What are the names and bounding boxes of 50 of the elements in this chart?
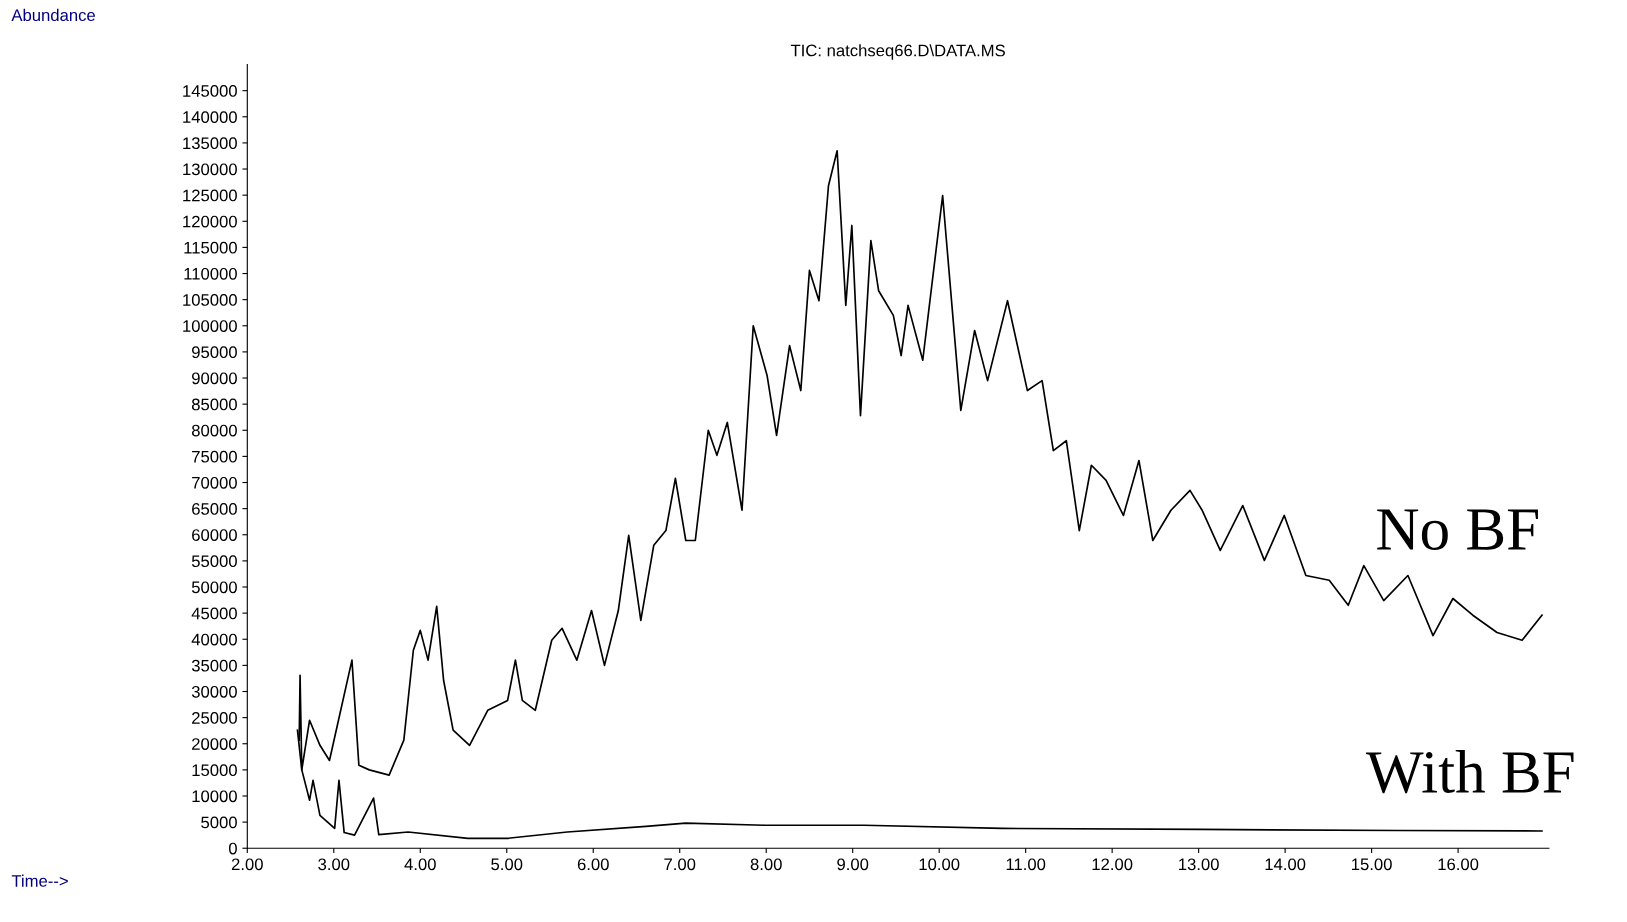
x-tick-label: 5.00 xyxy=(491,858,523,871)
series-label: With BF xyxy=(1365,750,1574,794)
x-tick-label: 7.00 xyxy=(664,858,696,871)
x-tick-label: 3.00 xyxy=(318,858,350,871)
y-tick-label: 110000 xyxy=(184,267,237,280)
y-tick-label: 90000 xyxy=(192,372,237,385)
y-tick-label: 5000 xyxy=(201,816,237,829)
y-tick-label: 10000 xyxy=(192,790,237,803)
y-tick-label: 60000 xyxy=(192,529,237,541)
text: Time--> xyxy=(11,874,68,887)
y-tick-label: 0 xyxy=(228,842,237,855)
x-tick-label: 16.00 xyxy=(1438,858,1479,871)
y-tick-label: 75000 xyxy=(192,450,237,463)
x-tick-label: 8.00 xyxy=(750,858,782,871)
y-tick-label: 115000 xyxy=(184,241,237,254)
y-tick-label: 50000 xyxy=(191,581,237,594)
y-tick-label: 95000 xyxy=(192,346,237,359)
y-tick-label: 55000 xyxy=(191,555,237,568)
y-tick-label: 80000 xyxy=(191,424,237,437)
y-tick-label: 30000 xyxy=(191,685,237,698)
x-tick-label: 10.00 xyxy=(919,858,960,871)
x-tick-label: 12.00 xyxy=(1092,858,1133,871)
y-tick-label: 45000 xyxy=(191,607,237,620)
text: Abundance xyxy=(11,8,95,22)
x-tick-label: 13.00 xyxy=(1179,858,1219,871)
y-tick-label: 35000 xyxy=(191,659,237,672)
y-tick-label: 20000 xyxy=(192,738,237,750)
x-tick-label: 4.00 xyxy=(404,858,436,871)
x-tick-label: 6.00 xyxy=(577,858,609,871)
y-tick-label: 120000 xyxy=(183,215,237,228)
chart-title: TIC: natchseq66.D\DATA.MS xyxy=(790,44,1005,60)
y-tick-label: 40000 xyxy=(191,633,237,646)
y-tick-label: 15000 xyxy=(192,764,237,777)
y-tick-label: 135000 xyxy=(183,137,237,150)
x-tick-label: 11.00 xyxy=(1006,858,1046,871)
y-tick-label: 125000 xyxy=(183,189,237,202)
series-label: No BF xyxy=(1377,509,1538,551)
y-tick-label: 130000 xyxy=(183,163,237,176)
y-tick-label: 140000 xyxy=(183,111,237,123)
x-tick-label: 2.00 xyxy=(231,858,263,871)
x-tick-label: 15.00 xyxy=(1352,858,1392,871)
y-tick-label: 65000 xyxy=(192,503,237,515)
x-tick-label: 9.00 xyxy=(837,858,869,871)
y-tick-label: 25000 xyxy=(192,712,237,724)
x-tick-label: 14.00 xyxy=(1265,858,1306,871)
y-tick-label: 145000 xyxy=(183,85,237,97)
y-tick-label: 70000 xyxy=(192,476,237,489)
y-tick-label: 100000 xyxy=(183,320,237,332)
y-tick-label: 85000 xyxy=(191,398,237,411)
y-tick-label: 105000 xyxy=(183,294,237,306)
